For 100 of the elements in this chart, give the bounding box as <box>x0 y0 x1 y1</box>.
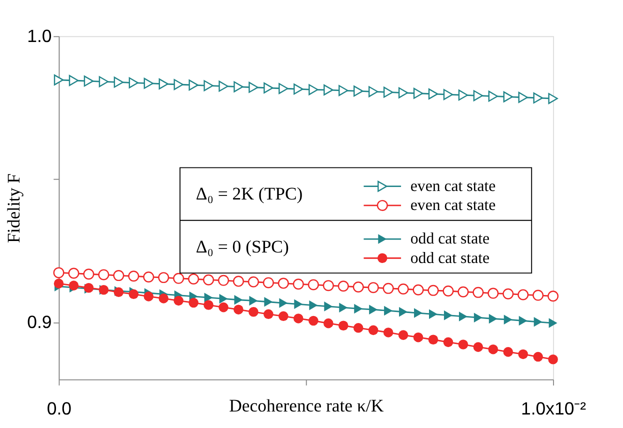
point <box>158 78 168 90</box>
point <box>128 289 139 300</box>
point <box>488 314 498 324</box>
point <box>248 307 258 317</box>
point <box>98 76 109 88</box>
point <box>442 286 454 296</box>
legend-label: odd cat state <box>410 250 490 267</box>
point <box>368 86 378 98</box>
point <box>384 306 393 316</box>
point <box>339 302 348 312</box>
point <box>458 340 468 350</box>
point <box>158 294 168 304</box>
y-tick-label: 1.0 <box>27 26 52 46</box>
point <box>428 284 439 296</box>
legend-label: even cat state <box>410 197 496 214</box>
point <box>412 284 424 296</box>
point <box>414 308 422 318</box>
point <box>368 282 379 294</box>
point <box>503 91 513 102</box>
point <box>548 318 558 328</box>
point <box>533 352 543 362</box>
point <box>218 80 228 92</box>
point <box>338 280 349 292</box>
annotation: Δ₀ = 2K (TPC) <box>196 184 303 204</box>
point <box>472 286 484 298</box>
point <box>413 88 424 99</box>
point <box>219 294 228 304</box>
point <box>54 278 64 288</box>
point <box>518 349 528 360</box>
point <box>429 309 438 320</box>
point <box>324 302 333 312</box>
point <box>308 316 318 326</box>
point <box>248 276 259 288</box>
point <box>383 328 394 338</box>
point <box>383 86 394 98</box>
point <box>534 317 542 327</box>
point <box>144 78 154 89</box>
point <box>173 272 184 284</box>
point <box>354 304 363 314</box>
point <box>203 274 214 286</box>
point <box>428 334 438 345</box>
point <box>234 81 244 92</box>
point <box>279 298 288 308</box>
point <box>218 302 228 312</box>
point <box>368 325 378 336</box>
point <box>188 298 198 308</box>
point <box>188 274 200 284</box>
point <box>278 278 289 289</box>
point <box>264 82 274 94</box>
point <box>369 304 378 314</box>
point <box>98 269 110 280</box>
point <box>518 289 529 300</box>
legend-label: even cat state <box>410 178 496 195</box>
point <box>83 268 94 280</box>
point <box>324 318 334 328</box>
point <box>234 304 244 314</box>
point <box>262 277 274 288</box>
point <box>308 84 318 96</box>
point <box>502 288 514 300</box>
point <box>174 296 184 306</box>
point <box>68 268 80 279</box>
point <box>338 85 348 96</box>
point <box>458 90 468 101</box>
point <box>264 296 273 307</box>
point <box>354 86 364 97</box>
legend-label: odd cat state <box>410 230 490 248</box>
point <box>474 312 482 322</box>
point <box>53 267 64 278</box>
x-tick-label: 0.0 <box>46 398 72 418</box>
point <box>278 83 288 94</box>
point <box>428 88 438 100</box>
point <box>68 75 79 86</box>
point <box>292 278 304 290</box>
point <box>143 272 154 282</box>
point <box>294 314 304 324</box>
point <box>114 76 124 88</box>
point <box>444 310 452 320</box>
point <box>518 92 528 103</box>
annotation: Δ₀ = 0 (SPC) <box>196 236 289 256</box>
point <box>399 306 408 317</box>
point <box>204 300 214 310</box>
point <box>232 276 244 287</box>
point <box>353 323 364 333</box>
point <box>473 342 484 352</box>
y-axis-title: Fidelity F <box>4 173 24 243</box>
point <box>294 84 304 95</box>
point <box>458 286 469 298</box>
point <box>503 347 514 357</box>
point <box>188 80 198 91</box>
point <box>488 344 498 354</box>
point <box>458 312 468 322</box>
point <box>309 300 318 310</box>
point <box>518 316 528 326</box>
point <box>249 296 258 306</box>
point <box>54 74 64 86</box>
point <box>488 90 498 102</box>
point <box>548 93 558 104</box>
point <box>504 314 512 324</box>
point <box>382 282 394 294</box>
point <box>532 290 544 301</box>
